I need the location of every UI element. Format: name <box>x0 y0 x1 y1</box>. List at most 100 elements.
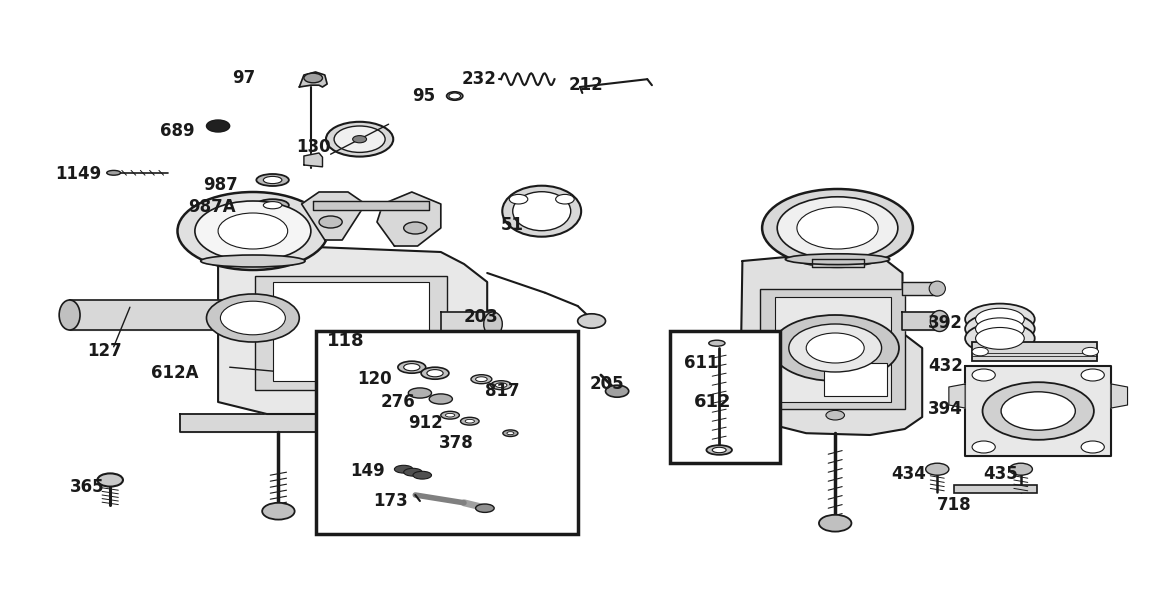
Bar <box>670 331 780 463</box>
Circle shape <box>556 194 574 204</box>
Ellipse shape <box>465 419 474 423</box>
Ellipse shape <box>491 381 512 390</box>
Polygon shape <box>313 201 429 210</box>
Ellipse shape <box>263 202 282 209</box>
Ellipse shape <box>404 364 420 371</box>
Bar <box>760 289 905 409</box>
Ellipse shape <box>201 255 305 267</box>
Ellipse shape <box>709 340 725 346</box>
Circle shape <box>789 324 882 372</box>
Ellipse shape <box>976 308 1024 330</box>
Bar <box>316 331 578 534</box>
Circle shape <box>1081 369 1104 381</box>
Circle shape <box>762 189 913 267</box>
Text: 435: 435 <box>984 465 1018 483</box>
Ellipse shape <box>712 448 726 452</box>
Circle shape <box>1081 441 1104 453</box>
Circle shape <box>206 294 299 342</box>
Text: 276: 276 <box>380 393 415 411</box>
Ellipse shape <box>976 318 1024 340</box>
Polygon shape <box>299 72 327 87</box>
Ellipse shape <box>427 370 443 377</box>
Polygon shape <box>302 192 365 240</box>
Text: 212: 212 <box>568 76 603 94</box>
Ellipse shape <box>408 388 432 398</box>
Circle shape <box>819 515 851 532</box>
Ellipse shape <box>476 377 487 382</box>
Ellipse shape <box>706 445 732 455</box>
Ellipse shape <box>447 92 463 100</box>
Circle shape <box>195 201 311 261</box>
Text: 120: 120 <box>357 370 392 388</box>
Circle shape <box>972 369 995 381</box>
Ellipse shape <box>59 300 80 330</box>
Circle shape <box>771 315 899 381</box>
Circle shape <box>606 385 629 397</box>
Circle shape <box>753 344 767 352</box>
Circle shape <box>777 197 898 259</box>
Circle shape <box>419 503 451 520</box>
Circle shape <box>806 333 864 363</box>
Text: 127: 127 <box>87 342 122 360</box>
Bar <box>775 297 891 402</box>
Text: 432: 432 <box>928 357 963 375</box>
Circle shape <box>972 441 995 453</box>
Text: 987A: 987A <box>188 198 235 216</box>
Bar <box>972 342 1097 361</box>
Circle shape <box>509 194 528 204</box>
Ellipse shape <box>785 254 890 265</box>
Text: 912: 912 <box>408 414 443 432</box>
Circle shape <box>177 192 328 270</box>
Ellipse shape <box>495 383 507 388</box>
Ellipse shape <box>263 176 282 184</box>
Text: 817: 817 <box>485 382 520 400</box>
Ellipse shape <box>334 126 385 152</box>
Text: 149: 149 <box>350 462 385 480</box>
Text: 1149: 1149 <box>56 165 102 183</box>
Polygon shape <box>949 384 965 408</box>
Ellipse shape <box>461 418 479 425</box>
Polygon shape <box>377 192 441 246</box>
Circle shape <box>1082 347 1099 356</box>
Ellipse shape <box>502 185 581 236</box>
Ellipse shape <box>256 174 289 186</box>
Text: 97: 97 <box>232 69 255 87</box>
Polygon shape <box>902 282 937 295</box>
Ellipse shape <box>107 170 121 175</box>
Ellipse shape <box>476 504 494 512</box>
Circle shape <box>983 382 1094 440</box>
Ellipse shape <box>421 367 449 379</box>
Ellipse shape <box>222 300 242 330</box>
Text: 611: 611 <box>684 354 719 372</box>
Ellipse shape <box>929 281 945 296</box>
Circle shape <box>746 341 774 355</box>
Circle shape <box>1009 463 1032 475</box>
Circle shape <box>353 136 367 143</box>
Ellipse shape <box>404 468 422 476</box>
Text: 392: 392 <box>928 314 963 332</box>
Ellipse shape <box>445 413 455 417</box>
Ellipse shape <box>441 412 459 419</box>
Polygon shape <box>70 300 232 330</box>
Text: 378: 378 <box>438 434 473 452</box>
Text: 434: 434 <box>891 465 926 483</box>
Text: 689: 689 <box>160 122 195 140</box>
Text: 173: 173 <box>374 492 408 510</box>
Ellipse shape <box>97 473 123 487</box>
Ellipse shape <box>394 466 413 473</box>
Circle shape <box>1001 392 1075 430</box>
Polygon shape <box>218 246 487 414</box>
Text: 987: 987 <box>203 176 238 194</box>
Text: 365: 365 <box>70 478 104 496</box>
Circle shape <box>206 120 230 132</box>
Text: 612: 612 <box>694 393 731 411</box>
Polygon shape <box>304 153 322 167</box>
Text: 203: 203 <box>464 308 499 326</box>
Text: 612A: 612A <box>151 364 198 382</box>
Circle shape <box>578 314 606 328</box>
Circle shape <box>262 503 295 520</box>
Bar <box>954 485 1037 493</box>
Ellipse shape <box>502 430 517 437</box>
Circle shape <box>218 213 288 249</box>
Ellipse shape <box>398 361 426 373</box>
